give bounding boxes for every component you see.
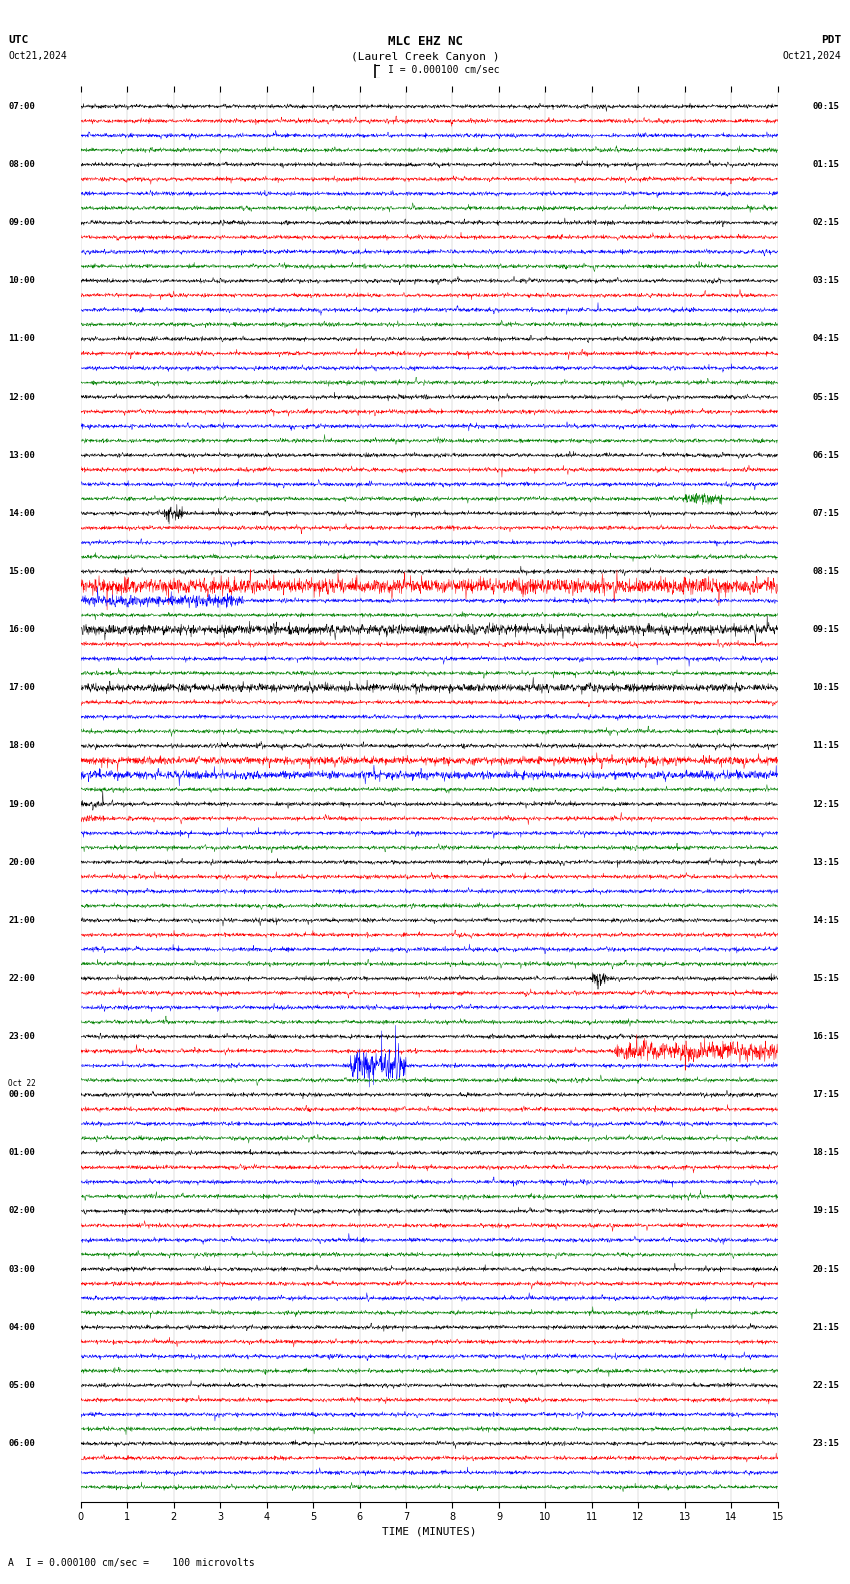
Text: 21:00: 21:00 <box>8 916 36 925</box>
Text: UTC: UTC <box>8 35 29 44</box>
Text: 09:15: 09:15 <box>813 626 840 634</box>
Text: PDT: PDT <box>821 35 842 44</box>
Text: 02:00: 02:00 <box>8 1207 36 1215</box>
Text: 07:00: 07:00 <box>8 101 36 111</box>
Text: 16:00: 16:00 <box>8 626 36 634</box>
Text: Oct 22: Oct 22 <box>8 1079 36 1088</box>
Text: 19:00: 19:00 <box>8 800 36 808</box>
Text: 14:15: 14:15 <box>813 916 840 925</box>
Text: I = 0.000100 cm/sec: I = 0.000100 cm/sec <box>388 65 499 76</box>
Text: 03:15: 03:15 <box>813 276 840 285</box>
Text: 00:15: 00:15 <box>813 101 840 111</box>
Text: 22:00: 22:00 <box>8 974 36 984</box>
Text: 12:15: 12:15 <box>813 800 840 808</box>
Text: 20:15: 20:15 <box>813 1264 840 1274</box>
Text: 05:15: 05:15 <box>813 393 840 402</box>
Text: 10:00: 10:00 <box>8 276 36 285</box>
Text: 06:15: 06:15 <box>813 451 840 459</box>
Text: 06:00: 06:00 <box>8 1438 36 1448</box>
Text: 11:15: 11:15 <box>813 741 840 751</box>
Text: 19:15: 19:15 <box>813 1207 840 1215</box>
Text: 01:00: 01:00 <box>8 1148 36 1158</box>
Text: MLC EHZ NC: MLC EHZ NC <box>388 35 462 48</box>
Text: 10:15: 10:15 <box>813 683 840 692</box>
Text: 15:15: 15:15 <box>813 974 840 984</box>
Text: 17:15: 17:15 <box>813 1090 840 1099</box>
Text: 08:15: 08:15 <box>813 567 840 577</box>
Text: 03:00: 03:00 <box>8 1264 36 1274</box>
Text: 09:00: 09:00 <box>8 219 36 227</box>
Text: 14:00: 14:00 <box>8 508 36 518</box>
Text: 04:15: 04:15 <box>813 334 840 344</box>
Text: 05:00: 05:00 <box>8 1381 36 1389</box>
Text: Oct21,2024: Oct21,2024 <box>8 51 67 60</box>
Text: 13:15: 13:15 <box>813 857 840 866</box>
Text: 18:00: 18:00 <box>8 741 36 751</box>
Text: 15:00: 15:00 <box>8 567 36 577</box>
Text: 21:15: 21:15 <box>813 1323 840 1332</box>
Text: 11:00: 11:00 <box>8 334 36 344</box>
Text: 17:00: 17:00 <box>8 683 36 692</box>
Text: A  I = 0.000100 cm/sec =    100 microvolts: A I = 0.000100 cm/sec = 100 microvolts <box>8 1559 255 1568</box>
Text: 08:00: 08:00 <box>8 160 36 169</box>
Text: 04:00: 04:00 <box>8 1323 36 1332</box>
Text: 12:00: 12:00 <box>8 393 36 402</box>
Text: 07:15: 07:15 <box>813 508 840 518</box>
Text: Oct21,2024: Oct21,2024 <box>783 51 842 60</box>
Text: 13:00: 13:00 <box>8 451 36 459</box>
Text: 00:00: 00:00 <box>8 1090 36 1099</box>
Text: 18:15: 18:15 <box>813 1148 840 1158</box>
Text: 23:00: 23:00 <box>8 1033 36 1041</box>
Text: 23:15: 23:15 <box>813 1438 840 1448</box>
X-axis label: TIME (MINUTES): TIME (MINUTES) <box>382 1527 477 1536</box>
Text: 01:15: 01:15 <box>813 160 840 169</box>
Text: (Laurel Creek Canyon ): (Laurel Creek Canyon ) <box>351 52 499 62</box>
Text: 22:15: 22:15 <box>813 1381 840 1389</box>
Text: 20:00: 20:00 <box>8 857 36 866</box>
Text: 02:15: 02:15 <box>813 219 840 227</box>
Text: 16:15: 16:15 <box>813 1033 840 1041</box>
